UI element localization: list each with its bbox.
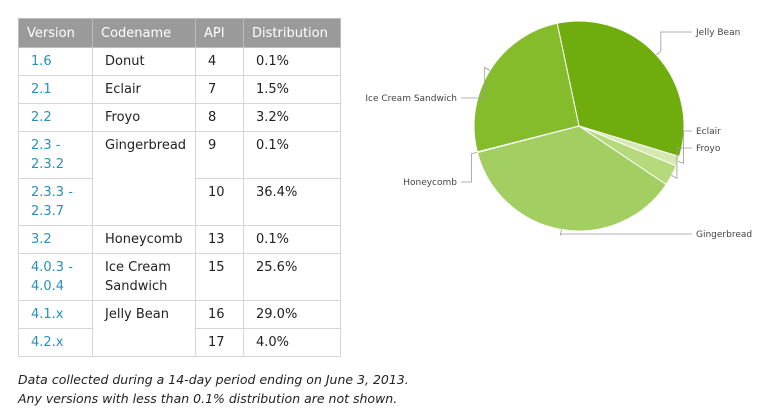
footnote-line-1: Data collected during a 14-day period en… xyxy=(18,372,409,387)
version-cell: 1.6 xyxy=(18,47,93,76)
pie-leader-line xyxy=(656,31,692,56)
codename-cell: Donut xyxy=(92,47,196,76)
pie-slice xyxy=(476,125,667,232)
version-cell: 4.1.x xyxy=(18,300,93,329)
codename-cell: Jelly Bean xyxy=(92,300,196,357)
pie-slice-label: Honeycomb xyxy=(403,178,457,188)
table-row: 4.2.x 17 4.0% xyxy=(18,328,341,357)
version-link[interactable]: 4.0.3 - 4.0.4 xyxy=(31,260,73,294)
distribution-cell: 0.1% xyxy=(243,225,341,254)
pie-leader-line xyxy=(671,147,692,179)
version-link[interactable]: 2.2 xyxy=(31,110,52,125)
version-link[interactable]: 2.1 xyxy=(31,82,52,97)
version-link[interactable]: 2.3.3 - 2.3.7 xyxy=(31,185,73,219)
pie-slice-label: Eclair xyxy=(696,127,721,137)
pie-slice-label: Froyo xyxy=(696,144,721,154)
table-row: 2.3.3 - 2.3.7 10 36.4% xyxy=(18,178,341,226)
codename-cell: Ice Cream Sandwich xyxy=(92,253,196,301)
pie-slice-label: Ice Cream Sandwich xyxy=(365,94,457,104)
api-cell: 16 xyxy=(195,300,244,329)
pie-leader-line xyxy=(559,229,692,236)
header-distribution: Distribution xyxy=(243,18,341,48)
api-cell: 7 xyxy=(195,75,244,104)
distribution-cell: 0.1% xyxy=(243,47,341,76)
version-link[interactable]: 4.2.x xyxy=(31,335,64,350)
table-row: 2.3 - 2.3.2 Gingerbread 9 0.1% xyxy=(18,131,341,226)
codename-cell: Eclair xyxy=(92,75,196,104)
api-cell: 17 xyxy=(195,328,244,357)
version-link[interactable]: 2.3 - 2.3.2 xyxy=(31,138,65,172)
table-row: 4.1.x Jelly Bean 16 29.0% xyxy=(18,300,341,357)
distribution-cell: 4.0% xyxy=(243,328,341,357)
version-cell: 4.0.3 - 4.0.4 xyxy=(18,253,93,301)
version-cell: 4.2.x xyxy=(18,328,93,357)
distribution-cell: 36.4% xyxy=(243,178,341,226)
version-cell: 2.2 xyxy=(18,103,93,132)
table-row: 3.2 Honeycomb 13 0.1% xyxy=(18,225,341,254)
version-link[interactable]: 4.1.x xyxy=(31,307,64,322)
header-codename: Codename xyxy=(92,18,196,48)
api-cell: 13 xyxy=(195,225,244,254)
header-version: Version xyxy=(18,18,93,48)
table-row: 2.2 Froyo 8 3.2% xyxy=(18,103,341,132)
pie-leader-line xyxy=(677,130,692,164)
distribution-table: Version Codename API Distribution 1.6 Do… xyxy=(18,18,341,357)
version-link[interactable]: 3.2 xyxy=(31,232,52,247)
api-cell: 4 xyxy=(195,47,244,76)
distribution-cell: 29.0% xyxy=(243,300,341,329)
table-row: 1.6 Donut 4 0.1% xyxy=(18,47,341,76)
footnote: Data collected during a 14-day period en… xyxy=(18,370,409,408)
distribution-cell: 25.6% xyxy=(243,253,341,301)
version-cell: 2.1 xyxy=(18,75,93,104)
footnote-line-2: Any versions with less than 0.1% distrib… xyxy=(18,391,398,406)
api-cell: 10 xyxy=(195,178,244,226)
distribution-cell: 0.1% xyxy=(243,131,341,179)
pie-slice-label: Gingerbread xyxy=(696,230,752,240)
api-cell: 15 xyxy=(195,253,244,301)
codename-cell: Honeycomb xyxy=(92,225,196,254)
api-cell: 8 xyxy=(195,103,244,132)
api-cell: 9 xyxy=(195,131,244,179)
codename-cell: Gingerbread xyxy=(92,131,196,226)
pie-leader-line xyxy=(461,151,478,183)
version-cell: 2.3.3 - 2.3.7 xyxy=(18,178,93,226)
distribution-pie-chart: Jelly Bean Eclair Froyo Gingerbread Honeycom… xyxy=(365,20,752,240)
table-header-row: Version Codename API Distribution xyxy=(18,18,341,48)
pie-slice-label: Jelly Bean xyxy=(695,28,740,38)
table-row: 2.1 Eclair 7 1.5% xyxy=(18,75,341,104)
header-api: API xyxy=(195,18,244,48)
distribution-cell: 3.2% xyxy=(243,103,341,132)
table-row: 4.0.3 - 4.0.4 Ice Cream Sandwich 15 25.6… xyxy=(18,253,341,301)
distribution-cell: 1.5% xyxy=(243,75,341,104)
version-link[interactable]: 1.6 xyxy=(31,54,52,69)
codename-cell: Froyo xyxy=(92,103,196,132)
version-cell: 2.3 - 2.3.2 xyxy=(18,131,93,179)
version-cell: 3.2 xyxy=(18,225,93,254)
pie-leader-line xyxy=(461,66,491,99)
